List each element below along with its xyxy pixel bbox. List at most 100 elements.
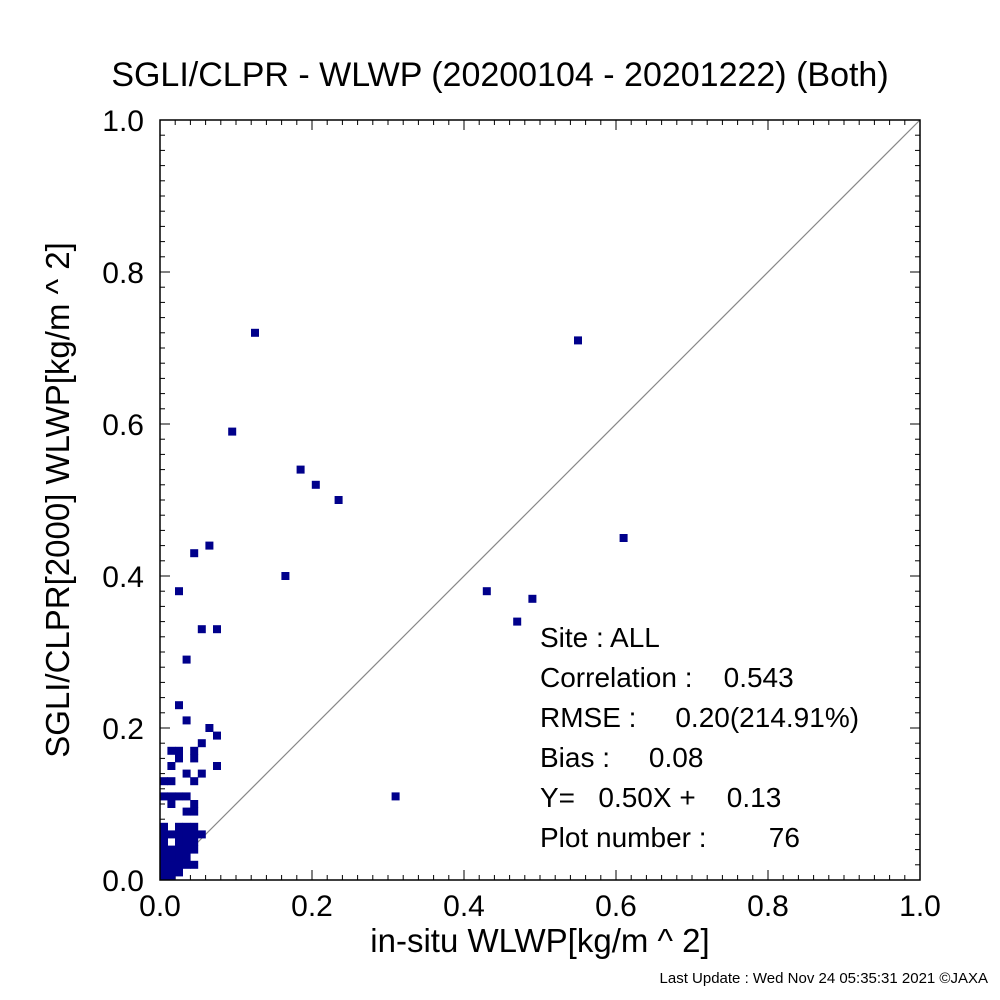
data-point (190, 746, 199, 755)
data-point (160, 838, 168, 846)
data-point (190, 845, 199, 854)
y-tick-label: 0.4 (102, 561, 144, 594)
x-tick-label: 0.8 (747, 890, 789, 923)
data-point (160, 822, 168, 831)
data-point (167, 800, 176, 808)
data-point (175, 746, 183, 755)
data-point (182, 830, 191, 839)
stat-bias: Bias : 0.08 (540, 742, 704, 773)
data-point (160, 853, 168, 862)
data-point (167, 853, 176, 862)
data-point (251, 328, 259, 337)
data-point (190, 807, 199, 816)
data-point (513, 617, 522, 626)
data-point (182, 822, 191, 831)
x-tick-label: 0.2 (291, 890, 333, 923)
data-point (190, 549, 199, 558)
y-tick-label: 0.6 (102, 409, 144, 442)
data-point (167, 845, 176, 854)
data-point (528, 594, 537, 603)
last-update-footer: Last Update : Wed Nov 24 05:35:31 2021 ©… (659, 970, 988, 987)
chart-title: SGLI/CLPR - WLWP (20200104 - 20201222) (… (111, 56, 889, 94)
data-point (182, 860, 191, 869)
data-point (182, 807, 191, 816)
data-point (175, 701, 183, 710)
data-point (205, 541, 214, 550)
data-point (311, 480, 320, 489)
data-point (175, 792, 183, 801)
x-tick-label: 0.0 (139, 890, 181, 923)
data-point (160, 860, 168, 869)
data-point (228, 427, 237, 436)
data-point (281, 572, 290, 580)
data-point (167, 860, 176, 869)
data-point (190, 800, 199, 808)
data-point (160, 845, 168, 854)
data-point (391, 792, 400, 801)
axis-ticks (159, 119, 921, 881)
stat-plot-number: Plot number : 76 (540, 822, 800, 853)
statistics-panel: Site : ALL Correlation : 0.543 RMSE : 0.… (540, 618, 859, 858)
data-point (190, 777, 199, 786)
one-to-one-line (159, 119, 921, 881)
stat-regression: Y= 0.50X + 0.13 (540, 782, 782, 813)
y-tick-label: 0.2 (102, 713, 144, 746)
data-point (175, 868, 183, 877)
data-point (197, 625, 206, 634)
data-point (197, 769, 206, 778)
data-point (175, 860, 183, 869)
data-point (574, 336, 582, 345)
data-point (167, 746, 176, 755)
data-point (182, 716, 191, 725)
data-points (160, 328, 628, 880)
data-point (167, 792, 176, 801)
data-point (482, 587, 491, 596)
y-tick-label: 1.0 (102, 105, 144, 138)
stat-site: Site : ALL (540, 622, 660, 653)
data-point (175, 838, 183, 846)
data-point (160, 830, 168, 839)
data-point (182, 838, 191, 846)
y-tick-label: 0.8 (102, 257, 144, 290)
data-point (182, 655, 191, 664)
data-point (334, 496, 343, 504)
data-point (175, 822, 183, 831)
stat-correlation: Correlation : 0.543 (540, 662, 794, 693)
data-point (160, 872, 168, 880)
data-point (167, 762, 176, 770)
data-point (182, 845, 191, 854)
x-tick-label: 0.4 (443, 890, 485, 923)
data-point (175, 845, 183, 854)
x-tick-label: 0.6 (595, 890, 637, 923)
data-point (160, 792, 168, 801)
data-point (190, 838, 199, 846)
data-point (197, 739, 206, 748)
data-point (190, 822, 199, 831)
data-point (167, 830, 176, 839)
data-point (213, 762, 221, 770)
data-point (619, 534, 628, 542)
data-point (205, 724, 214, 732)
axis-tick-labels: 0.0 0.2 0.4 0.6 0.8 1.0 0.0 0.2 0.4 0.6 0.8 1.0 (102, 105, 941, 923)
data-point (213, 625, 221, 634)
data-point (197, 830, 206, 839)
data-point (175, 754, 183, 763)
x-tick-label: 1.0 (899, 890, 941, 923)
data-point (296, 465, 305, 474)
data-point (213, 731, 221, 740)
data-point (175, 830, 183, 839)
data-point (182, 769, 191, 778)
data-point (182, 853, 191, 862)
data-point (167, 777, 176, 786)
data-point (190, 830, 199, 839)
plot-frame (159, 119, 921, 881)
data-point (190, 860, 199, 869)
data-point (182, 792, 191, 801)
data-point (160, 777, 168, 786)
data-point (167, 872, 176, 880)
stat-rmse: RMSE : 0.20(214.91%) (540, 702, 860, 733)
x-axis-label: in-situ WLWP[kg/m ^ 2] (370, 922, 710, 959)
data-point (175, 587, 183, 596)
data-point (175, 853, 183, 862)
